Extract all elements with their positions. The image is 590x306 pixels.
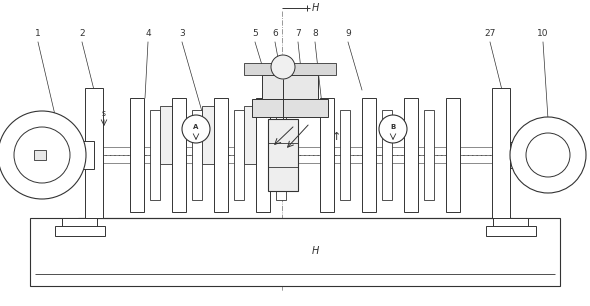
Text: s: s <box>102 109 106 118</box>
Text: 1: 1 <box>35 29 41 38</box>
Circle shape <box>271 55 295 79</box>
Bar <box>382 110 392 200</box>
Circle shape <box>526 133 570 177</box>
Text: 5: 5 <box>252 29 258 38</box>
Bar <box>268 119 298 191</box>
Bar <box>85 88 103 218</box>
Text: 8: 8 <box>312 29 318 38</box>
Bar <box>202 106 214 164</box>
Bar <box>30 218 560 286</box>
Bar <box>493 218 528 228</box>
Circle shape <box>379 115 407 143</box>
Text: 6: 6 <box>272 29 278 38</box>
Text: 2: 2 <box>79 29 85 38</box>
Text: A: A <box>194 124 199 130</box>
Text: H: H <box>312 3 319 13</box>
Bar <box>244 106 256 164</box>
Bar <box>510 142 556 168</box>
Bar <box>160 106 172 164</box>
Bar <box>192 110 202 200</box>
Circle shape <box>14 127 70 183</box>
Bar <box>256 98 270 212</box>
Bar <box>486 226 536 236</box>
Bar <box>340 110 350 200</box>
Bar <box>244 63 336 75</box>
Bar <box>424 110 434 200</box>
Bar <box>62 218 97 228</box>
Text: 3: 3 <box>179 29 185 38</box>
Bar <box>362 98 376 212</box>
Bar <box>276 110 286 200</box>
Bar <box>34 150 46 160</box>
Text: 9: 9 <box>345 29 351 38</box>
Bar <box>404 98 418 212</box>
Bar <box>446 98 460 212</box>
Circle shape <box>0 111 86 199</box>
Bar <box>42 141 94 169</box>
Circle shape <box>182 115 210 143</box>
Text: 10: 10 <box>537 29 549 38</box>
Bar <box>172 98 186 212</box>
Text: 7: 7 <box>295 29 301 38</box>
Bar <box>55 226 105 236</box>
Text: 4: 4 <box>145 29 151 38</box>
Bar <box>130 98 144 212</box>
Text: B: B <box>391 124 396 130</box>
Text: 27: 27 <box>484 29 496 38</box>
Bar <box>214 98 228 212</box>
Bar <box>492 88 510 218</box>
Bar <box>252 99 328 117</box>
Text: H: H <box>312 246 319 256</box>
Bar <box>150 110 160 200</box>
Bar <box>234 110 244 200</box>
Circle shape <box>510 117 586 193</box>
Text: ↑: ↑ <box>332 132 340 142</box>
Bar <box>320 98 334 212</box>
Bar <box>262 75 318 99</box>
